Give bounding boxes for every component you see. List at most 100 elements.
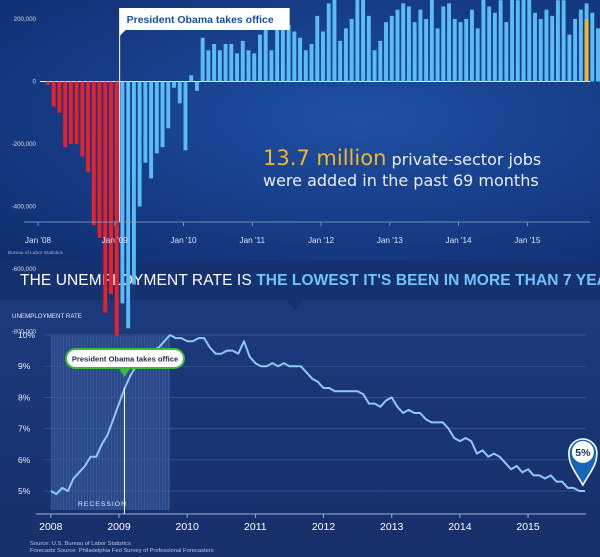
headline-band xyxy=(0,260,600,300)
bar xyxy=(372,50,377,82)
bar xyxy=(166,81,171,129)
bar xyxy=(401,3,406,82)
bar xyxy=(263,19,268,82)
y-tick-label: -800,000 xyxy=(12,329,37,336)
five-percent-pin-center xyxy=(571,441,594,463)
jobs-bar-chart: 400,000200,0000-200,000-400,000-600,000-… xyxy=(8,0,600,338)
bar xyxy=(246,50,251,82)
x-tick-label: 2012 xyxy=(312,521,336,533)
x-tick-label: 2011 xyxy=(244,521,267,533)
x-tick-label: Jan '09 xyxy=(102,236,129,245)
bar xyxy=(143,81,148,163)
bar xyxy=(131,81,136,285)
bar xyxy=(510,0,515,82)
y-tick-label: 9% xyxy=(18,361,31,371)
bar xyxy=(51,81,56,107)
bar xyxy=(120,81,125,304)
bar xyxy=(309,44,314,82)
bar xyxy=(515,0,520,82)
bar xyxy=(183,81,188,151)
bar xyxy=(544,9,549,82)
bar xyxy=(80,81,85,157)
bar xyxy=(555,0,560,82)
forecast-source: Forecasts Source: Philadelphia Fed Surve… xyxy=(30,548,214,554)
jobs-summary-highlight: 13.7 million xyxy=(263,146,387,170)
bar xyxy=(326,3,331,82)
bar xyxy=(275,25,280,82)
x-tick-label: Jan '11 xyxy=(240,236,266,245)
bar xyxy=(418,9,423,82)
bar xyxy=(447,3,451,82)
bar xyxy=(441,6,446,82)
bar xyxy=(97,81,102,238)
y-tick-label: -400,000 xyxy=(12,204,37,211)
bar xyxy=(46,81,50,85)
bar xyxy=(561,0,566,82)
y-tick-label: -200,000 xyxy=(12,141,37,148)
bar xyxy=(189,75,194,82)
x-tick-label: Jan '14 xyxy=(445,236,472,245)
bar xyxy=(492,12,497,82)
x-tick-label: 2008 xyxy=(39,521,63,533)
jobs-summary-text-2: were added in the past 69 months xyxy=(263,171,539,190)
bar xyxy=(458,22,463,82)
bar xyxy=(217,50,222,82)
jobs-summary-text-1: private-sector jobs xyxy=(391,150,542,169)
bar xyxy=(487,6,492,82)
bar xyxy=(429,0,434,82)
bar xyxy=(235,53,239,82)
headline-part-2: THE LOWEST IT'S BEEN IN MORE THAN 7 YEAR… xyxy=(256,272,600,289)
bar xyxy=(303,50,308,82)
bar xyxy=(212,44,217,82)
bar xyxy=(527,0,532,82)
x-tick-label: 2013 xyxy=(380,521,404,533)
bar xyxy=(172,81,176,88)
bar xyxy=(395,9,400,82)
x-tick-label: Jan '08 xyxy=(25,236,52,245)
bar xyxy=(63,81,68,148)
bar xyxy=(177,81,182,104)
bar xyxy=(194,81,199,91)
recession-label: RECESSION xyxy=(78,501,127,508)
bar xyxy=(538,19,543,82)
bar xyxy=(435,28,440,82)
headline-pointer xyxy=(286,300,304,310)
y-tick-label: 0 xyxy=(33,79,37,86)
bar xyxy=(298,37,303,82)
x-tick-label: Jan '13 xyxy=(377,236,404,245)
bar xyxy=(498,0,503,82)
jobs-summary: 13.7 million private-sector jobs were ad… xyxy=(263,146,541,190)
bar xyxy=(269,50,274,82)
x-tick-label: Jan '15 xyxy=(514,236,541,245)
bar xyxy=(286,25,291,82)
jobs-source: Bureau of Labor Statistics xyxy=(8,250,64,256)
x-tick-label: Jan '12 xyxy=(308,236,335,245)
bar xyxy=(481,0,486,82)
bar xyxy=(412,22,417,82)
bar xyxy=(567,34,572,82)
obama-callout-pointer xyxy=(118,368,131,377)
y-tick-label: 7% xyxy=(18,424,31,434)
bar xyxy=(338,40,343,82)
bar xyxy=(584,19,589,82)
bar xyxy=(504,22,509,82)
five-percent-label: 5% xyxy=(575,447,591,459)
bar xyxy=(200,37,205,82)
obama-takes-office-callout xyxy=(119,8,290,36)
bar xyxy=(596,28,600,82)
bar xyxy=(366,15,371,82)
y-tick-label: -600,000 xyxy=(12,266,37,273)
y-tick-label: 6% xyxy=(18,455,31,465)
bar xyxy=(355,0,360,82)
x-tick-label: 2009 xyxy=(107,521,131,533)
bar xyxy=(223,44,228,82)
bar xyxy=(573,19,578,82)
bar xyxy=(292,31,297,82)
bar xyxy=(533,12,537,82)
bar xyxy=(160,81,165,148)
bar xyxy=(57,81,62,113)
bar xyxy=(384,22,388,82)
bar xyxy=(475,28,480,82)
